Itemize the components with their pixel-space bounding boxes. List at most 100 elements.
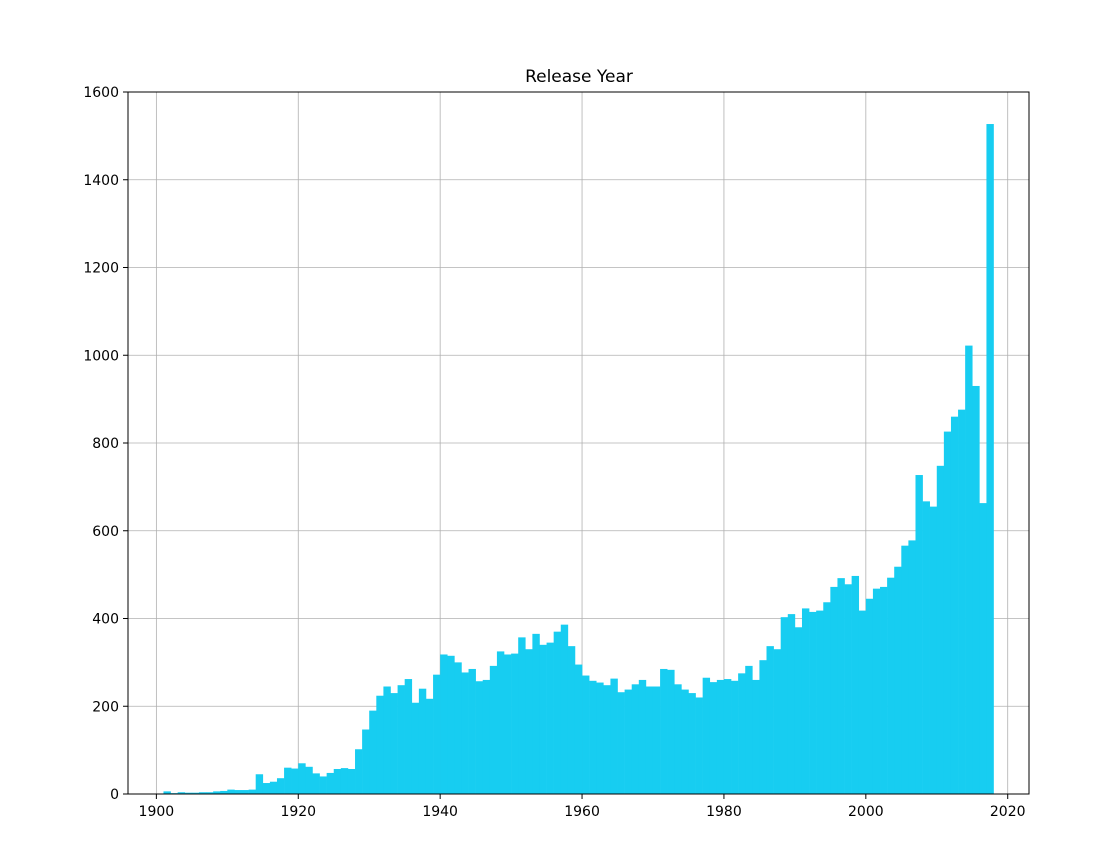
- histogram-bar: [340, 768, 349, 794]
- histogram-bar: [958, 409, 966, 794]
- y-tick-label: 800: [92, 436, 119, 452]
- histogram-bar: [908, 540, 916, 794]
- x-tick-label: 2000: [848, 804, 884, 820]
- histogram-bar: [766, 646, 774, 794]
- histogram-bar: [475, 681, 484, 794]
- y-tick-label: 1200: [83, 261, 119, 277]
- histogram-bar: [276, 778, 285, 794]
- histogram-bar: [390, 693, 398, 794]
- histogram-bar: [284, 767, 292, 794]
- histogram-bar: [411, 702, 420, 794]
- x-tick-label: 1900: [139, 804, 175, 820]
- histogram-bar: [326, 772, 335, 794]
- histogram-bar: [539, 644, 547, 794]
- histogram-bar: [652, 686, 661, 794]
- histogram-bar: [837, 578, 845, 794]
- histogram-bar: [525, 649, 533, 794]
- histogram-bar: [206, 792, 214, 794]
- histogram-bar: [418, 688, 427, 794]
- histogram-bar: [241, 790, 249, 794]
- histogram-bar: [567, 646, 576, 794]
- histogram-bar: [262, 783, 271, 794]
- histogram-bar: [433, 674, 441, 794]
- histogram-bar: [809, 611, 817, 794]
- histogram-bar: [667, 669, 675, 794]
- histogram-bar: [589, 680, 597, 794]
- histogram-bar: [213, 791, 221, 794]
- x-tick-label: 1940: [422, 804, 458, 820]
- histogram-bar: [532, 633, 540, 794]
- histogram-bar: [972, 385, 980, 794]
- histogram-bar: [702, 677, 711, 794]
- histogram-bar: [347, 768, 356, 794]
- histogram-bar: [844, 584, 852, 794]
- histogram-bar: [965, 345, 973, 794]
- histogram-bar: [312, 773, 320, 794]
- histogram-bar: [603, 685, 611, 794]
- histogram-bar: [461, 672, 469, 794]
- histogram-bar: [574, 664, 583, 794]
- plot-frame: [127, 91, 1030, 795]
- histogram-bar: [560, 624, 569, 794]
- histogram-bar: [177, 792, 186, 794]
- histogram-bar: [830, 586, 838, 794]
- histogram-bar: [582, 675, 590, 794]
- histogram-bar: [894, 566, 902, 794]
- histogram-bar: [986, 124, 994, 794]
- histogram-bar: [504, 654, 512, 794]
- histogram-bar: [936, 465, 945, 794]
- histogram-bar: [425, 698, 434, 794]
- histogram-bar: [447, 655, 455, 794]
- histogram-bar: [255, 774, 264, 794]
- histogram-bar: [858, 610, 867, 794]
- y-tick-label: 1600: [83, 85, 119, 101]
- grid-layer: [128, 91, 1029, 795]
- x-tick-label: 1980: [706, 804, 742, 820]
- histogram-bar: [397, 685, 405, 794]
- histogram-bar: [950, 416, 959, 794]
- histogram-bar: [184, 792, 193, 794]
- histogram-bar: [780, 617, 789, 794]
- histogram-bar: [695, 697, 703, 794]
- histogram-bar: [191, 792, 200, 794]
- y-tick-label: 1400: [83, 173, 119, 189]
- histogram-bar: [979, 503, 987, 794]
- histogram-bar: [752, 679, 760, 794]
- histogram-bar: [298, 763, 306, 794]
- histogram-bar: [269, 781, 278, 794]
- y-tick-label: 1000: [83, 348, 119, 364]
- histogram-bar: [383, 686, 391, 794]
- histogram-bar: [865, 598, 874, 794]
- histogram-bar: [723, 679, 732, 794]
- histogram-bar: [773, 649, 781, 794]
- histogram-bar: [787, 614, 796, 794]
- histogram-bar: [596, 682, 604, 794]
- histogram-bar: [915, 475, 923, 794]
- histogram-bar: [759, 660, 767, 794]
- histogram-bar: [922, 501, 930, 794]
- histogram-bar: [823, 602, 831, 794]
- histogram-bar: [674, 684, 682, 794]
- histogram-bar: [496, 651, 505, 794]
- histogram-bar: [880, 586, 888, 794]
- histogram-bar: [305, 766, 313, 794]
- x-tick-label: 1960: [564, 804, 600, 820]
- chart-title: Release Year: [525, 67, 633, 87]
- histogram-bar: [901, 545, 909, 794]
- y-tick-label: 200: [92, 699, 119, 715]
- histogram-bar: [801, 608, 810, 794]
- histogram-bar: [681, 689, 689, 794]
- histogram-bar: [943, 431, 952, 794]
- histogram-bar: [638, 679, 647, 794]
- histogram-bar: [660, 668, 668, 794]
- histogram-bar: [355, 749, 363, 794]
- bars-layer: [163, 124, 994, 794]
- histogram-bar: [362, 729, 370, 794]
- histogram-bar: [610, 678, 618, 794]
- x-tick-label: 1920: [280, 804, 316, 820]
- histogram-bar: [227, 789, 235, 794]
- histogram-bar: [489, 665, 498, 794]
- histogram-bar: [731, 680, 739, 794]
- histogram-bar: [248, 789, 257, 794]
- histogram-bar: [454, 662, 462, 794]
